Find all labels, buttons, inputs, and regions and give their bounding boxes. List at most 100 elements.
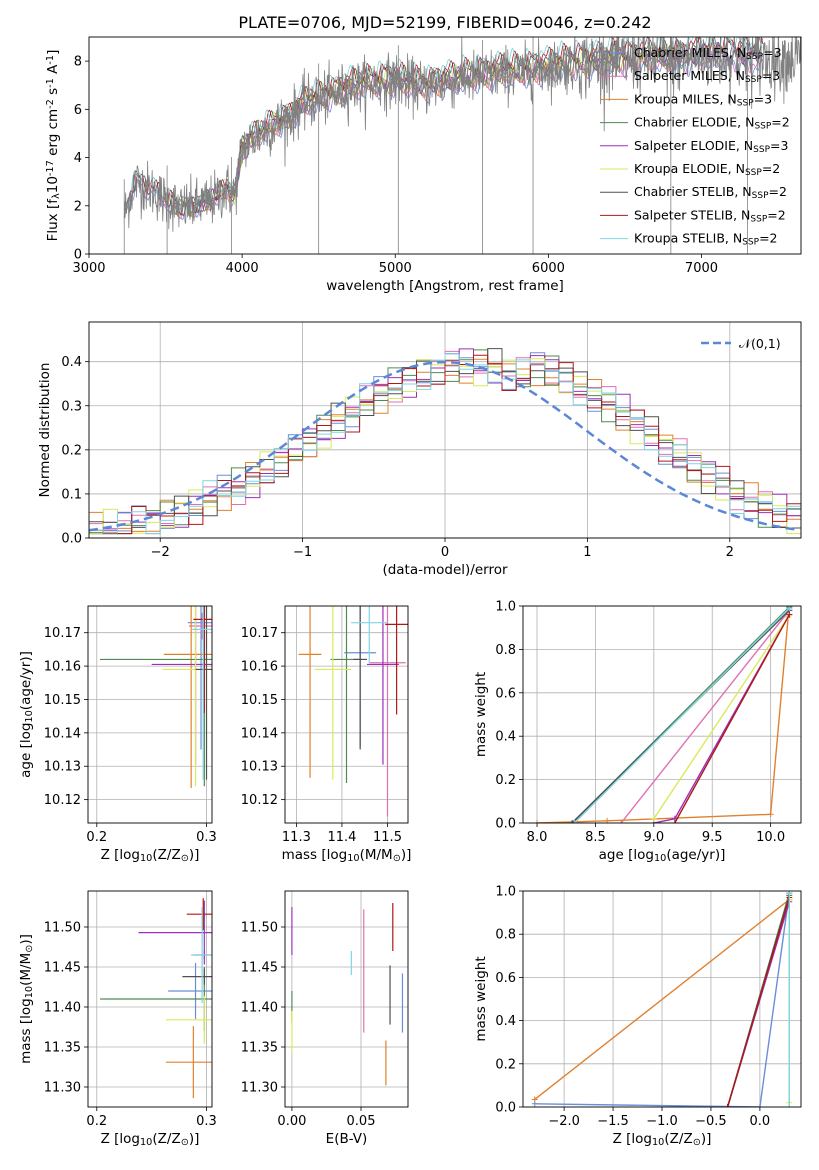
x-axis-label: age [log10(age/yr)] [599,847,726,864]
x-tick-label: 0.3 [196,830,217,845]
x-tick-label: −1 [293,545,312,560]
x-tick-label: 8.0 [527,830,548,845]
mass-weight-line [534,893,790,1107]
normal-curve [89,360,799,532]
y-tick-label: 11.45 [241,961,278,976]
x-tick-label: 0.2 [86,830,107,845]
y-axis-label: Normed distribution [37,363,53,498]
legend-label: Salpeter STELIB, NSSP=2 [634,207,786,224]
plot-content [531,891,793,1107]
y-axis-label: Flux [fλ10-17 erg cm-2 s-1 A-1] [45,50,62,242]
x-tick-label: −1.5 [597,1114,629,1129]
y-tick-label: 0.8 [495,643,516,658]
x-tick-label: 0.00 [277,1114,306,1129]
x-axis-label: (data-model)/error [382,562,508,578]
y-tick-label: 0.2 [495,1057,516,1072]
y-tick-label: 11.40 [44,1001,81,1016]
errorbar-point [163,606,212,788]
axes-frame [522,605,802,824]
axes-frame [284,605,409,824]
x-tick-label: 0 [441,545,449,560]
plot-content [100,898,212,1099]
x-tick-label: 0.2 [86,1114,107,1129]
mass-weight-line [573,607,790,823]
y-tick-label: 4 [74,151,82,166]
y-tick-label: 10.16 [241,660,278,675]
y-tick-label: 1.0 [495,600,516,615]
x-tick-label: 10.0 [756,830,785,845]
errorbar-point [298,606,322,778]
plot-content [534,606,793,823]
plot-content [100,606,212,788]
x-tick-label: 1 [583,545,591,560]
panel-weight-vs-Z: −2.0 −1.5 −1.0 −0.5 0.0 0.0 0.2 0.4 0.6 0.8 1.0 Z [… [473,885,802,1148]
y-tick-label: 0.2 [61,443,82,458]
y-tick-label: 0.3 [61,399,82,414]
y-tick-label: 10.14 [44,726,81,741]
x-tick-label: −1.0 [646,1114,678,1129]
y-tick-label: 10.12 [44,793,81,808]
panel-residuals: −2 −1 0 1 2 0.0 0.1 0.2 0.3 0.4 (data-model)/error… [37,321,802,578]
y-tick-label: 10.15 [241,693,278,708]
legend-label: Chabrier STELIB, NSSP=2 [634,184,787,201]
y-tick-label: 11.30 [241,1081,278,1096]
x-tick-label: 11.3 [282,830,311,845]
legend-label: Chabrier MILES, NSSP=3 [634,45,782,62]
errorbar-point [186,898,212,931]
legend-label: Chabrier ELODIE, NSSP=2 [634,115,790,132]
x-tick-label: 11.5 [373,830,402,845]
plot-content [89,348,801,535]
y-tick-label: 10.17 [44,626,81,641]
model-spectrum-line [123,50,764,220]
plot-area [88,606,212,823]
x-tick-label: 6000 [532,261,565,276]
errorbar-point [168,963,212,1019]
y-tick-label: 2 [74,199,82,214]
x-tick-label: 2 [726,545,734,560]
errorbar-point [188,612,212,640]
x-tick-label: −0.5 [695,1114,727,1129]
x-tick-label: 9.0 [643,830,664,845]
errorbar-point [367,606,399,765]
y-tick-label: 0.6 [495,971,516,986]
x-tick-label: 0.05 [347,1114,376,1129]
y-tick-label: 11.35 [241,1041,278,1056]
y-tick-label: 0.4 [495,1014,516,1029]
y-tick-label: 10.15 [44,693,81,708]
x-tick-label: 4000 [226,261,259,276]
errorbar-point [182,968,212,985]
panel-mass-vs-Z: 0.2 0.3 11.30 11.35 11.40 11.45 11.50 Z [log10(… [18,890,217,1148]
legend-label-normal: 𝒩(0,1) [739,336,781,351]
axes-frame [87,890,213,1108]
errorbar-point [195,606,212,780]
y-tick-label: 11.30 [44,1081,81,1096]
y-tick-label: 0.0 [495,1101,516,1116]
model-spectrum-line [123,37,763,214]
y-tick-label: 0 [74,248,82,263]
x-tick-label: 0.3 [196,1114,217,1129]
errorbar-point [191,907,212,1003]
errorbar-point [351,606,388,663]
y-axis-label: mass weight [473,672,489,757]
y-tick-label: 0.0 [495,817,516,832]
y-tick-label: 10.17 [241,626,278,641]
observed-spectrum-line [123,37,801,232]
residual-histogram [89,353,801,535]
mass-weight-line [620,609,790,823]
y-axis-label: mass weight [473,956,489,1041]
errorbar-point [187,606,212,750]
x-tick-label: −2 [151,545,170,560]
legend-label: Kroupa ELODIE, NSSP=2 [634,161,780,178]
y-tick-label: 0.4 [61,355,82,370]
axes-frame [284,890,409,1108]
x-tick-label: 7000 [685,261,718,276]
x-axis-label: E(B-V) [326,1131,368,1147]
y-tick-label: 11.50 [44,921,81,936]
panel-mass-vs-ebv: 0.00 0.05 11.30 11.35 11.40 11.45 11.50 E(B-V) [241,890,409,1147]
panel-age-vs-Z: 0.2 0.3 10.12 10.13 10.14 10.15 10.16 10.17 Z [l… [18,605,217,864]
x-axis-label: wavelength [Angstrom, rest frame] [326,278,564,294]
y-tick-label: 1.0 [495,885,516,900]
y-tick-label: 10.13 [241,760,278,775]
y-tick-label: 0.4 [495,730,516,745]
